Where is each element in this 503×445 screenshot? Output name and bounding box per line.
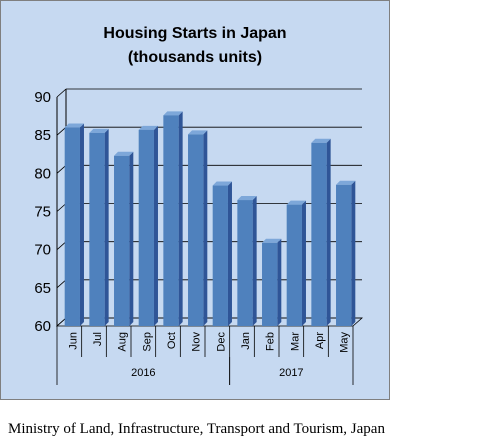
gridline [56, 88, 67, 98]
year-group-label: 2017 [279, 367, 303, 379]
x-tick-label: Mar [289, 332, 301, 351]
bar-aug [114, 151, 134, 326]
x-tick-label: Sep [141, 332, 153, 352]
y-tick-label: 85 [34, 127, 51, 144]
bar-feb [262, 238, 282, 326]
bar-jan [237, 196, 257, 326]
x-tick-label: Jul [92, 332, 104, 346]
source-note: Ministry of Land, Infrastructure, Transp… [8, 421, 385, 437]
bar-apr [311, 138, 331, 326]
x-tick-label: Apr [314, 332, 326, 349]
chart-title-line-2: (thousands units) [128, 49, 262, 66]
gridline [56, 165, 67, 174]
bar-jun [64, 123, 84, 327]
bar-nov [188, 130, 208, 326]
chart-title-line-1: Housing Starts in Japan [103, 25, 286, 42]
bar-jul [89, 128, 109, 326]
bar-dec [212, 181, 232, 326]
y-tick-label: 80 [34, 165, 51, 182]
year-group-label: 2016 [131, 367, 155, 379]
chart-area: Housing Starts in Japan (thousands units… [0, 0, 390, 400]
y-tick-label: 75 [34, 204, 51, 221]
bar-sep [138, 125, 158, 326]
bar-oct [163, 111, 183, 326]
axis-labels: 60 65 70 75 80 85 90 Jun Jul Aug Sep Oct Nov Dec Jan Fe… [34, 89, 350, 379]
bars [64, 111, 356, 327]
x-tick-label: Oct [166, 332, 178, 349]
y-tick-label: 70 [34, 242, 51, 259]
x-tick-label: Jun [67, 332, 79, 350]
x-tick-label: Aug [117, 332, 129, 352]
y-tick-label: 90 [34, 89, 51, 106]
gridline [56, 203, 67, 212]
housing-starts-chart: Housing Starts in Japan (thousands units… [0, 0, 390, 400]
x-tick-label: Dec [215, 332, 227, 352]
gridline [56, 126, 67, 136]
bar-mar [286, 200, 306, 326]
gridline [56, 279, 67, 289]
x-tick-label: May [339, 332, 351, 353]
bar-may [336, 180, 356, 326]
x-tick-label: Nov [191, 332, 203, 352]
y-tick-label: 60 [34, 318, 51, 335]
x-tick-label: Jan [240, 332, 252, 350]
gridline [56, 241, 67, 250]
y-tick-label: 65 [34, 280, 51, 297]
x-tick-label: Feb [265, 332, 277, 351]
